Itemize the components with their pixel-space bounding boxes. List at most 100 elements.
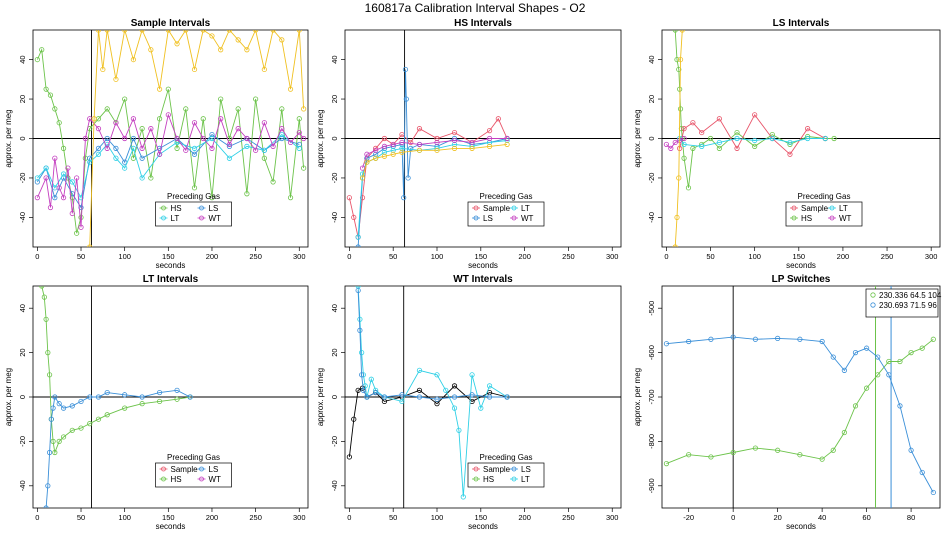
data-point	[373, 151, 379, 157]
data-point	[359, 195, 366, 201]
data-point	[301, 106, 307, 112]
plot-area	[345, 30, 621, 247]
data-point	[43, 86, 49, 92]
data-point	[690, 120, 696, 126]
x-tick-label: 80	[907, 513, 915, 522]
data-point	[91, 116, 97, 122]
legend-marker	[870, 292, 876, 298]
data-point	[187, 394, 193, 400]
y-tick-label: 0	[647, 136, 656, 140]
data-point	[368, 376, 374, 382]
series-line-LT	[37, 134, 300, 199]
x-tick-label: 50	[77, 513, 85, 522]
data-point	[183, 106, 189, 112]
data-point	[52, 195, 58, 201]
data-point	[60, 195, 67, 201]
data-point	[270, 30, 276, 33]
x-tick-label: 250	[249, 252, 262, 261]
data-point	[416, 387, 423, 393]
y-tick-label: -40	[330, 480, 339, 491]
data-point	[805, 135, 811, 142]
data-point	[663, 141, 670, 148]
data-point	[699, 129, 705, 136]
data-point	[734, 129, 740, 136]
data-point	[235, 126, 241, 132]
data-point	[56, 401, 62, 407]
data-point	[451, 145, 458, 151]
legend-title: Preceding Gas	[480, 192, 533, 201]
data-point	[504, 135, 510, 142]
legend-title: Preceding Gas	[798, 192, 851, 201]
series-line-HS	[36, 47, 305, 234]
data-point	[797, 336, 803, 342]
legend-title: Preceding Gas	[167, 192, 220, 201]
data-point	[373, 155, 379, 161]
y-axis-label: approx. per meg	[316, 109, 325, 167]
data-point	[359, 165, 366, 171]
x-tick-label: 250	[249, 513, 262, 522]
data-point	[402, 66, 409, 73]
data-point	[381, 143, 388, 149]
data-point	[686, 338, 692, 345]
data-point	[451, 137, 458, 144]
data-point	[805, 126, 811, 132]
panel-title: LP Switches	[772, 274, 831, 285]
data-point	[908, 447, 914, 453]
x-axis-label: seconds	[468, 522, 498, 531]
x-axis-label: seconds	[468, 261, 498, 270]
data-point	[60, 145, 67, 151]
data-point	[52, 106, 58, 112]
data-point	[43, 165, 49, 171]
data-point	[469, 372, 475, 378]
data-point	[451, 394, 458, 400]
data-point	[679, 30, 685, 33]
legend-marker	[473, 215, 479, 221]
data-point	[261, 66, 267, 73]
panel-hs: HS Intervals 0 50 100 150 200 250 300 -40 -20 0 20 4…	[316, 18, 622, 270]
data-point	[897, 403, 903, 409]
data-point	[261, 120, 267, 126]
data-point	[469, 392, 475, 398]
data-point	[52, 449, 58, 456]
data-point	[139, 126, 145, 132]
data-point	[469, 139, 475, 146]
plot-area	[662, 30, 940, 247]
x-tick-label: 100	[118, 513, 131, 522]
y-axis-label: approx. per meg	[4, 109, 13, 167]
data-point	[886, 372, 892, 378]
data-point	[346, 454, 352, 460]
data-point	[752, 336, 759, 342]
data-point	[752, 445, 759, 451]
data-point	[769, 131, 775, 138]
data-point	[819, 456, 825, 462]
series-line-Sample	[348, 117, 508, 238]
panel-ls: LS Intervals 0 50 100 150 200 250 300 -40 -20 0 20 4…	[633, 18, 941, 270]
data-point	[60, 171, 67, 177]
data-point	[699, 143, 705, 149]
x-tick-label: 250	[881, 252, 894, 261]
data-point	[122, 30, 128, 33]
data-point	[674, 214, 680, 221]
data-point	[716, 116, 722, 122]
data-point	[401, 195, 407, 201]
y-tick-label: 0	[18, 395, 27, 399]
panel-lp: LP Switches -20 0 20 40 60 80 -900 -800 -700 -600 -…	[633, 274, 942, 531]
x-tick-label: 20	[773, 513, 781, 522]
data-point	[451, 405, 458, 411]
data-point	[244, 143, 250, 149]
legend-marker	[829, 215, 835, 221]
data-point	[287, 195, 294, 201]
data-point	[56, 185, 62, 191]
data-point	[864, 385, 870, 391]
data-point	[381, 135, 388, 142]
legend-label: LT	[839, 204, 848, 213]
data-point	[104, 135, 110, 142]
data-point	[460, 494, 466, 500]
data-point	[864, 345, 870, 351]
x-tick-label: 60	[862, 513, 870, 522]
x-tick-label: 300	[925, 252, 938, 261]
data-point	[156, 389, 163, 396]
legend-label: WT	[839, 214, 852, 223]
legend-label: 230.693 71.5 96	[879, 301, 937, 310]
data-point	[408, 145, 414, 151]
